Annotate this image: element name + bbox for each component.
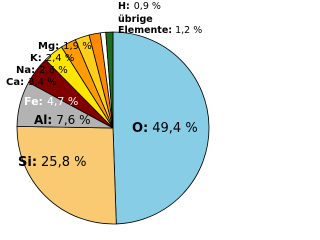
- category-label: Na:: [16, 65, 35, 76]
- value-label: 4,7 %: [47, 95, 78, 108]
- data-label: übrige Elemente: 1,2 %: [118, 14, 204, 36]
- pie-chart: O: 49,4 % Si: 25,8 % Al: 7,6 % Fe: 4,7 % Ca: 3,4 …: [6, 1, 210, 225]
- value-label: 1,9 %: [63, 41, 92, 52]
- data-label: K: 2,4 %: [30, 53, 74, 64]
- data-label: H: 0,9 %: [118, 1, 161, 12]
- chart: O: 49,4 % Si: 25,8 % Al: 7,6 % Fe: 4,7 % Ca: 3,4 …: [6, 0, 210, 225]
- category-label: K:: [30, 53, 42, 64]
- value-label: 2,4 %: [46, 53, 75, 64]
- data-label: Ca: 3,4 %: [6, 77, 57, 88]
- data-label: Al: 7,6 %: [34, 113, 91, 127]
- category-label: Al:: [34, 113, 52, 127]
- value-label: 49,4 %: [152, 121, 197, 136]
- value-label: 7,6 %: [56, 113, 90, 127]
- category-label: H:: [118, 1, 130, 12]
- data-label: Mg: 1,9 %: [38, 41, 92, 52]
- category-label: übrige Elemente:: [118, 14, 173, 36]
- category-label: Mg:: [38, 41, 59, 52]
- data-label: Fe: 4,7 %: [24, 95, 78, 108]
- data-label: Na: 2,6 %: [16, 65, 68, 76]
- value-label: 2,6 %: [39, 65, 68, 76]
- category-label: O:: [132, 121, 148, 136]
- value-label: 25,8 %: [41, 155, 86, 170]
- category-label: Ca:: [6, 77, 24, 88]
- data-label: O: 49,4 %: [132, 121, 198, 136]
- value-label: 3,4 %: [28, 77, 57, 88]
- pie-slice: [105, 31, 114, 129]
- category-label: Fe:: [24, 95, 43, 108]
- category-label: Si:: [18, 155, 37, 170]
- value-label: 0,9 %: [134, 1, 161, 12]
- value-label: 1,2 %: [175, 25, 203, 36]
- pie-slice: [16, 125, 117, 225]
- data-label: Si: 25,8 %: [18, 155, 86, 170]
- pie-slice: [112, 31, 210, 225]
